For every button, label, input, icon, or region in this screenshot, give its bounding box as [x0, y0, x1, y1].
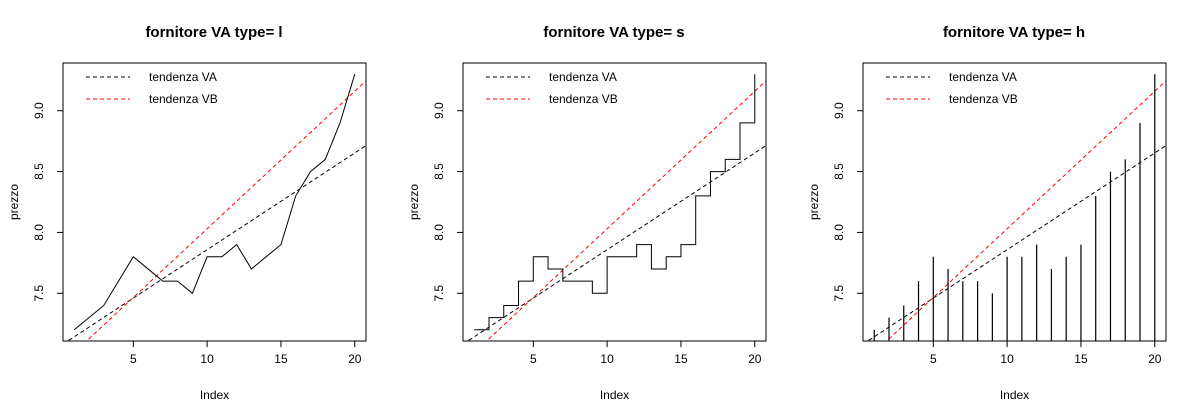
y-axis-label: prezzo [807, 184, 821, 220]
legend-label: tendenza VB [149, 92, 218, 106]
chart-panel: fornitore VA type= h Index prezzo 5 10 15 20 7.… [807, 24, 1167, 402]
x-axis-label: Index [600, 388, 629, 402]
chart-panel: fornitore VA type= l Index prezzo 5 10 15 20 7.… [7, 24, 367, 402]
legend-label: tendenza VB [549, 92, 618, 106]
trend-line [85, 80, 366, 341]
x-tick-label: 10 [200, 352, 214, 366]
chart-title: fornitore VA type= h [943, 24, 1085, 41]
data-step-line [474, 74, 756, 331]
y-tick-label: 8.5 [32, 163, 46, 180]
x-tick-label: 20 [348, 352, 362, 366]
plot-area [66, 74, 366, 341]
trend-line [485, 80, 766, 341]
legend-label: tendenza VA [949, 70, 1017, 84]
y-tick-label: 9.0 [832, 102, 846, 119]
chart-title: fornitore VA type= l [145, 24, 282, 41]
y-axis-label: prezzo [7, 184, 21, 220]
plot-area [466, 74, 766, 341]
trend-line [466, 145, 766, 341]
plot-frame [462, 62, 767, 342]
legend-label: tendenza VA [549, 70, 617, 84]
legend-label: tendenza VB [949, 92, 1018, 106]
y-tick-label: 7.5 [32, 285, 46, 302]
plot-area [866, 74, 1166, 341]
legend-label: tendenza VA [149, 70, 217, 84]
x-tick-label: 15 [674, 352, 688, 366]
y-tick-label: 9.0 [432, 102, 446, 119]
y-tick-label: 8.5 [832, 163, 846, 180]
x-tick-label: 5 [530, 352, 537, 366]
x-axis-label: Index [1000, 388, 1029, 402]
x-tick-label: 15 [274, 352, 288, 366]
y-tick-label: 8.0 [432, 224, 446, 241]
y-tick-label: 8.0 [32, 224, 46, 241]
x-tick-label: 5 [130, 352, 137, 366]
plot-frame [62, 62, 367, 342]
x-tick-label: 20 [1148, 352, 1162, 366]
y-tick-label: 7.5 [832, 285, 846, 302]
y-tick-label: 7.5 [432, 285, 446, 302]
plot-frame [862, 62, 1167, 342]
x-tick-label: 20 [748, 352, 762, 366]
x-tick-label: 10 [600, 352, 614, 366]
chart-title: fornitore VA type= s [543, 24, 684, 41]
trend-line [885, 80, 1166, 341]
y-tick-label: 8.0 [832, 224, 846, 241]
data-line [73, 74, 356, 331]
y-tick-label: 9.0 [32, 102, 46, 119]
y-axis-label: prezzo [407, 184, 421, 220]
x-tick-label: 5 [930, 352, 937, 366]
x-tick-label: 10 [1000, 352, 1014, 366]
trend-line [66, 145, 366, 341]
x-axis-label: Index [200, 388, 229, 402]
trend-line [866, 145, 1166, 341]
y-tick-label: 8.5 [432, 163, 446, 180]
chart-panel: fornitore VA type= s Index prezzo 5 10 15 20 7.… [407, 24, 767, 402]
x-tick-label: 15 [1074, 352, 1088, 366]
